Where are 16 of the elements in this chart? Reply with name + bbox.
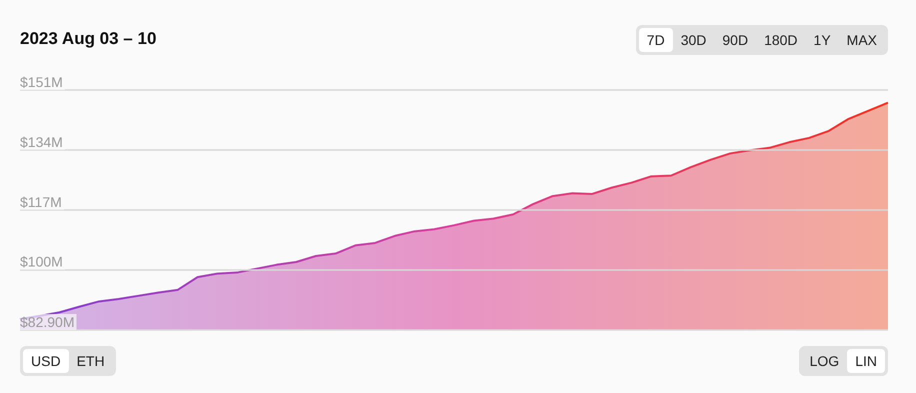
text: 180D (763, 31, 799, 50)
y-tick-label: $100M (20, 254, 63, 270)
y-tick-label: $134M (20, 134, 63, 150)
y-tick-label: $151M (20, 74, 63, 90)
text: 30D (680, 31, 708, 50)
text: 90D (721, 31, 750, 50)
text: LOG (808, 352, 840, 371)
y-tick-label: $117M (20, 194, 62, 210)
text: 1Y (812, 31, 832, 50)
text: USD (23, 349, 69, 373)
text: ETH (76, 352, 106, 371)
y-tick-label: $82.90M (20, 314, 74, 330)
chart-title: 2023 Aug 03 – 10 (20, 29, 156, 49)
text: MAX (846, 31, 878, 50)
text: LIN (847, 349, 885, 373)
text: 7D (638, 28, 673, 52)
